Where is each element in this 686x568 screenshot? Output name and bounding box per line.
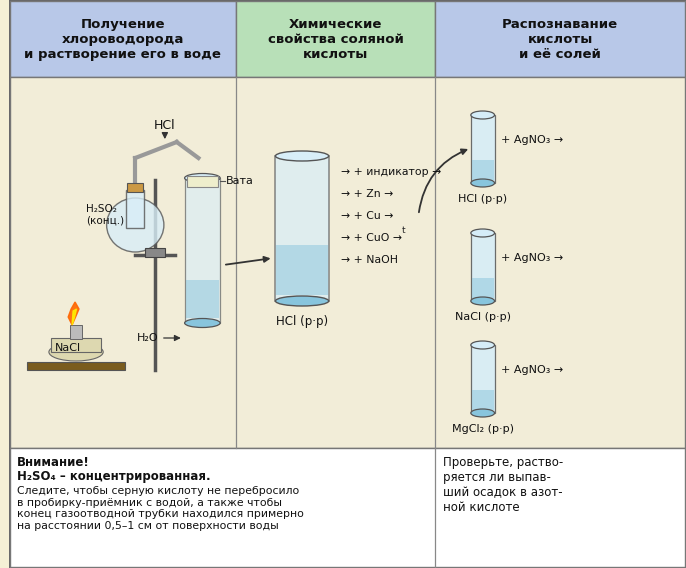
Text: Получение
хлороводорода
и растворение его в воде: Получение хлороводорода и растворение ег… bbox=[25, 18, 222, 61]
Text: Следите, чтобы серную кислоту не перебросило
в пробирку-приёмник с водой, а такж: Следите, чтобы серную кислоту не перебро… bbox=[17, 486, 304, 531]
Text: + AgNO₃ →: + AgNO₃ → bbox=[501, 365, 564, 375]
Bar bbox=[10, 448, 685, 567]
Ellipse shape bbox=[471, 179, 495, 187]
Ellipse shape bbox=[106, 198, 164, 252]
Ellipse shape bbox=[49, 343, 103, 361]
Bar bbox=[10, 1, 236, 77]
Bar bbox=[236, 1, 436, 77]
Bar bbox=[472, 390, 493, 410]
Text: Распознавание
кислоты
и её солей: Распознавание кислоты и её солей bbox=[502, 18, 618, 61]
Bar bbox=[187, 176, 218, 187]
Bar bbox=[185, 178, 220, 323]
Bar bbox=[10, 77, 685, 448]
Text: HCl: HCl bbox=[154, 119, 176, 132]
Polygon shape bbox=[68, 302, 79, 325]
Text: NaCl (р·р): NaCl (р·р) bbox=[455, 312, 510, 322]
Ellipse shape bbox=[471, 111, 495, 119]
Bar bbox=[126, 190, 144, 228]
Ellipse shape bbox=[275, 296, 329, 306]
Bar bbox=[472, 278, 493, 298]
Text: → + NaOH: → + NaOH bbox=[340, 255, 398, 265]
Bar bbox=[276, 245, 328, 295]
Text: MgCl₂ (р·р): MgCl₂ (р·р) bbox=[451, 424, 514, 434]
Bar bbox=[472, 160, 493, 180]
Text: Внимание!: Внимание! bbox=[17, 456, 90, 469]
Ellipse shape bbox=[185, 173, 220, 182]
Bar bbox=[70, 325, 82, 339]
Text: Химические
свойства соляной
кислоты: Химические свойства соляной кислоты bbox=[268, 18, 403, 61]
Ellipse shape bbox=[185, 319, 220, 328]
Text: NaCl: NaCl bbox=[55, 343, 81, 353]
Text: t: t bbox=[402, 225, 405, 235]
Text: H₂O: H₂O bbox=[137, 333, 159, 343]
Bar bbox=[51, 338, 101, 352]
Bar bbox=[186, 280, 219, 318]
Bar bbox=[471, 115, 495, 183]
Ellipse shape bbox=[471, 297, 495, 305]
Ellipse shape bbox=[471, 409, 495, 417]
Text: Проверьте, раство-
ряется ли выпав-
ший осадок в азот-
ной кислоте: Проверьте, раство- ряется ли выпав- ший … bbox=[443, 456, 563, 514]
Bar bbox=[275, 156, 329, 301]
Text: → + индикатор →: → + индикатор → bbox=[340, 167, 441, 177]
Bar bbox=[128, 183, 143, 192]
Bar bbox=[471, 233, 495, 301]
Text: HCl (р·р): HCl (р·р) bbox=[276, 315, 328, 328]
Text: → + Zn →: → + Zn → bbox=[340, 189, 393, 199]
Text: + AgNO₃ →: + AgNO₃ → bbox=[501, 135, 564, 145]
Text: Вата: Вата bbox=[226, 176, 254, 186]
Ellipse shape bbox=[471, 229, 495, 237]
Bar bbox=[471, 345, 495, 413]
Bar bbox=[27, 362, 126, 370]
Polygon shape bbox=[72, 309, 77, 325]
Ellipse shape bbox=[275, 151, 329, 161]
Text: + AgNO₃ →: + AgNO₃ → bbox=[501, 253, 564, 263]
Text: H₂SO₄ – концентрированная.: H₂SO₄ – концентрированная. bbox=[17, 470, 211, 483]
Bar bbox=[436, 1, 685, 77]
Text: → + Cu →: → + Cu → bbox=[340, 211, 393, 221]
Bar bbox=[145, 248, 165, 257]
Text: HCl (р·р): HCl (р·р) bbox=[458, 194, 507, 204]
Text: → + CuO →: → + CuO → bbox=[340, 233, 401, 243]
Ellipse shape bbox=[471, 341, 495, 349]
Text: H₂SO₂
(конц.): H₂SO₂ (конц.) bbox=[86, 204, 124, 226]
